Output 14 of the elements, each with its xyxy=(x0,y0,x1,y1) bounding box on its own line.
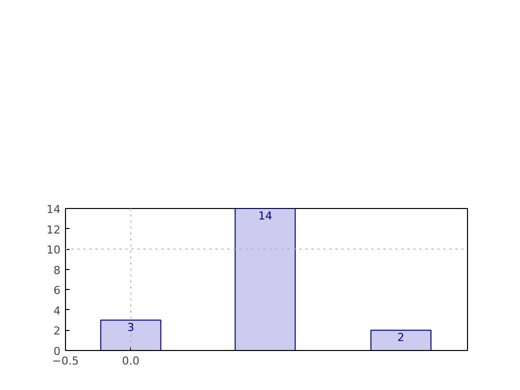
y-tick-label: 10 xyxy=(46,244,61,257)
data-label: 3 xyxy=(127,321,134,334)
y-tick-label: 14 xyxy=(46,203,61,216)
x-tick-label: 0.0 xyxy=(122,354,140,368)
data-label: 14 xyxy=(258,210,272,222)
bar xyxy=(370,330,432,350)
data-label: 2 xyxy=(397,331,404,344)
y-tick-label: 2 xyxy=(54,324,60,338)
bar xyxy=(234,208,296,350)
y-tick-label: 4 xyxy=(54,304,60,318)
y-tick-label: 12 xyxy=(46,223,61,236)
y-tick-label: 8 xyxy=(54,264,60,277)
y-tick-label: 6 xyxy=(54,284,60,298)
bar xyxy=(100,320,162,350)
